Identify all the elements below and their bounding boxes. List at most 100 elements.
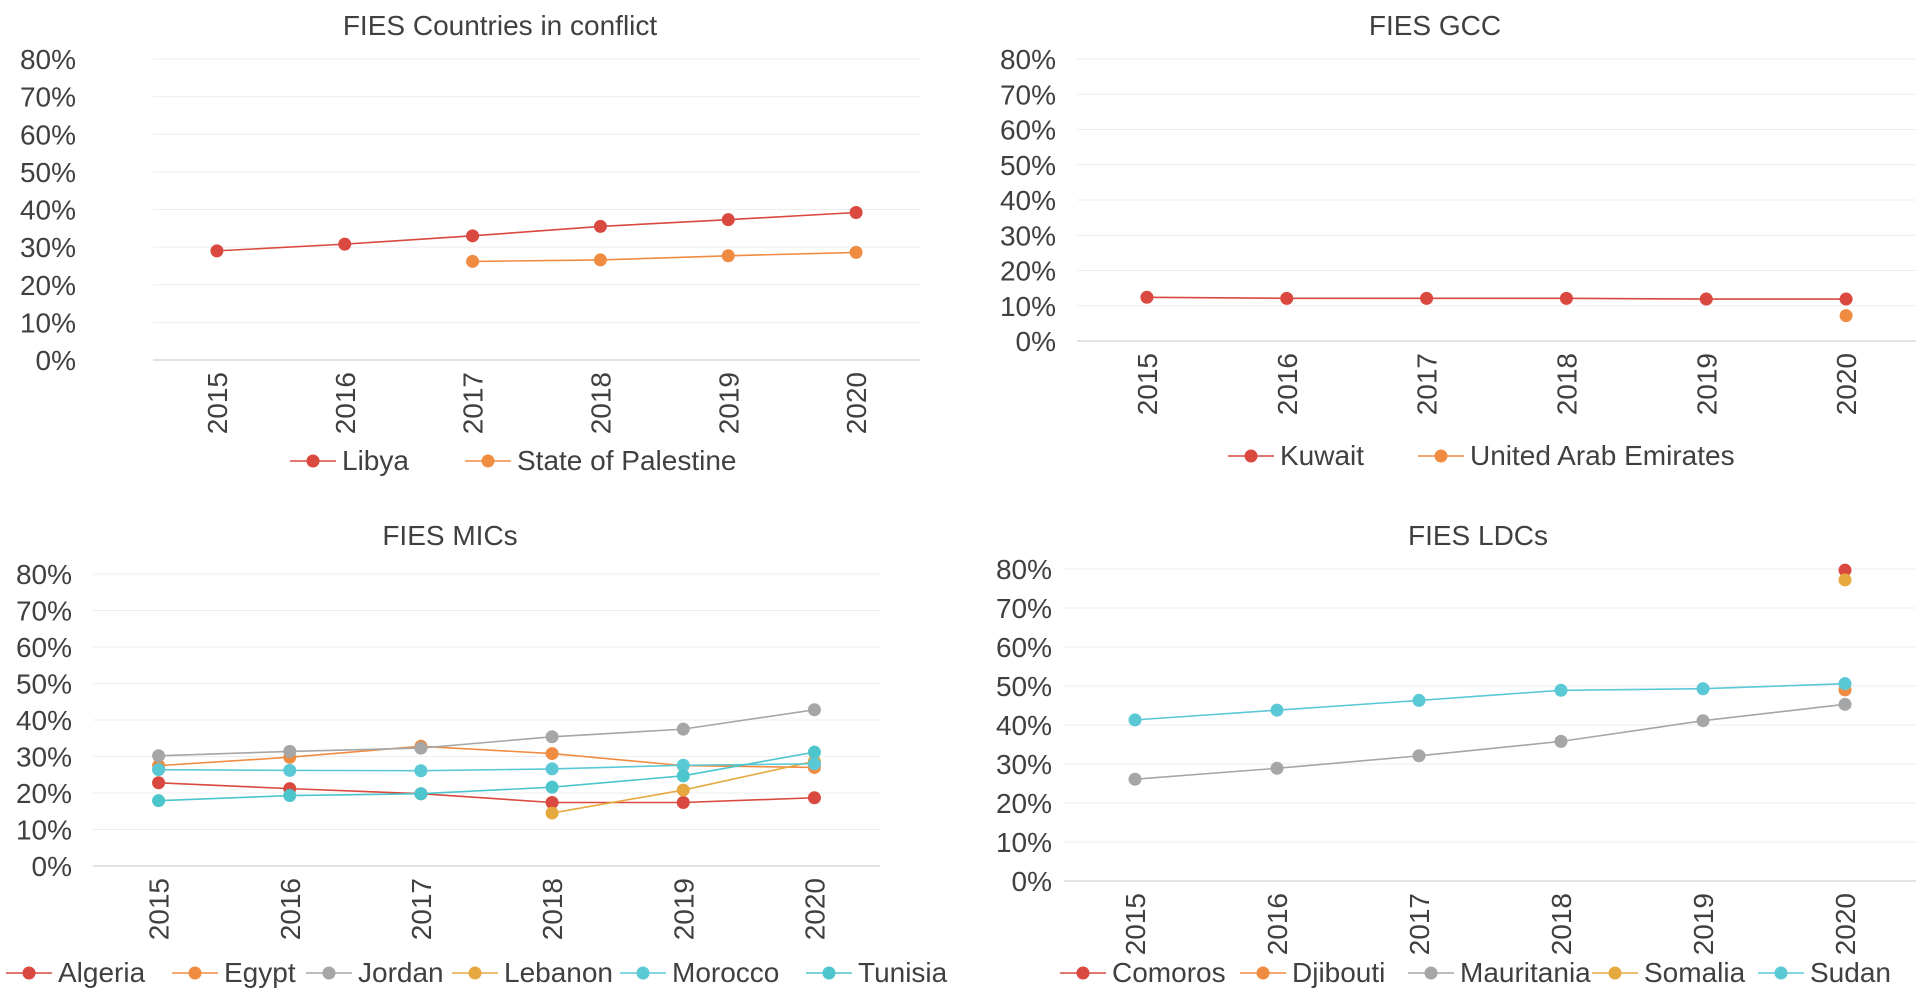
data-point [414,741,428,755]
legend-item: Jordan [306,957,444,988]
y-tick-label: 70% [20,82,76,113]
data-point [152,776,166,790]
x-tick-label: 2018 [1546,893,1577,955]
x-tick-label: 2015 [1132,353,1163,415]
data-point [414,764,428,778]
legend-marker [481,454,495,468]
chart-panel-3: FIES MICs 0% 10% 20% 30% 40% 50% 60% 70% 80% 2015 2… [6,520,948,988]
y-tick-label: 30% [996,749,1052,780]
x-tick-label: 2018 [585,372,616,434]
x-tick-label: 2016 [330,372,361,434]
legend-label: Somalia [1644,957,1746,988]
series-libya [210,206,863,258]
legend-item: Morocco [620,957,779,988]
data-point [1559,291,1573,305]
y-tick-label: 0% [1016,326,1056,357]
legend-marker [322,966,336,980]
data-point [807,703,821,717]
data-point [676,783,690,797]
data-point [1270,703,1284,717]
data-point [283,744,297,758]
x-tick-label: 2019 [713,372,744,434]
series-line [158,781,815,804]
chart-title: FIES GCC [1369,10,1501,41]
y-tick-label: 0% [36,345,76,376]
data-point [676,722,690,736]
x-tick-label: 2020 [841,372,872,434]
y-tick-label: 60% [996,632,1052,663]
series-morocco [152,757,821,778]
y-tick-label: 0% [32,851,72,882]
series-state-of-palestine [466,245,863,268]
data-point [152,763,166,777]
data-point [1270,761,1284,775]
data-point [1839,309,1853,323]
data-point [1554,734,1568,748]
x-tick-label: 2016 [275,878,306,940]
series-tunisia [152,745,821,808]
data-point [849,245,863,259]
chart-title: FIES LDCs [1408,520,1548,551]
legend-label: Egypt [224,957,296,988]
legend-item: Tunisia [806,957,948,988]
legend-marker [1608,966,1622,980]
series-sudan [1128,677,1852,727]
y-tick-label: 10% [20,307,76,338]
legend-marker [306,454,320,468]
legend-marker [188,966,202,980]
data-point [1554,683,1568,697]
series-line [158,745,815,769]
legend-marker [1256,966,1270,980]
data-point [807,745,821,759]
series-line [1146,296,1847,300]
series-line [158,751,815,802]
x-tick-label: 2020 [1831,353,1862,415]
x-tick-label: 2017 [1412,353,1443,415]
y-tick-label: 60% [1000,115,1056,146]
legend-marker [1434,449,1448,463]
legend-item: Lebanon [452,957,613,988]
legend-marker [822,966,836,980]
data-point [338,237,352,251]
legend-item: United Arab Emirates [1418,440,1735,471]
chart-title: FIES MICs [382,520,517,551]
y-tick-label: 80% [16,559,72,590]
y-tick-label: 60% [20,119,76,150]
chart-panel-1: FIES Countries in conflict 0% 10% 20% 30% 40%… [20,10,920,476]
legend-label: Jordan [358,957,444,988]
data-point [545,747,559,761]
data-point [466,254,480,268]
data-point [1838,573,1852,587]
x-tick-label: 2015 [1120,893,1151,955]
y-tick-label: 20% [996,788,1052,819]
legend-marker [468,966,482,980]
data-point [721,249,735,263]
legend-marker [22,966,36,980]
series-mauritania [1128,697,1852,786]
chart-title: FIES Countries in conflict [343,10,658,41]
data-point [152,794,166,808]
x-tick-label: 2019 [1691,353,1722,415]
x-tick-label: 2016 [1262,893,1293,955]
y-tick-label: 70% [996,593,1052,624]
legend-item: Egypt [172,957,296,988]
legend-label: Djibouti [1292,957,1385,988]
legend-label: Comoros [1112,957,1226,988]
legend-item: Libya [290,445,409,476]
y-tick-label: 20% [20,270,76,301]
data-point [545,795,559,809]
x-tick-label: 2015 [202,372,233,434]
data-point [414,787,428,801]
series-line [158,763,815,772]
data-point [1838,677,1852,691]
data-point [1412,749,1426,763]
data-point [721,213,735,227]
legend-marker [1076,966,1090,980]
data-point [545,780,559,794]
y-tick-label: 40% [20,195,76,226]
data-point [807,757,821,771]
legend-marker [1774,966,1788,980]
data-point [593,253,607,267]
y-tick-label: 70% [16,596,72,627]
